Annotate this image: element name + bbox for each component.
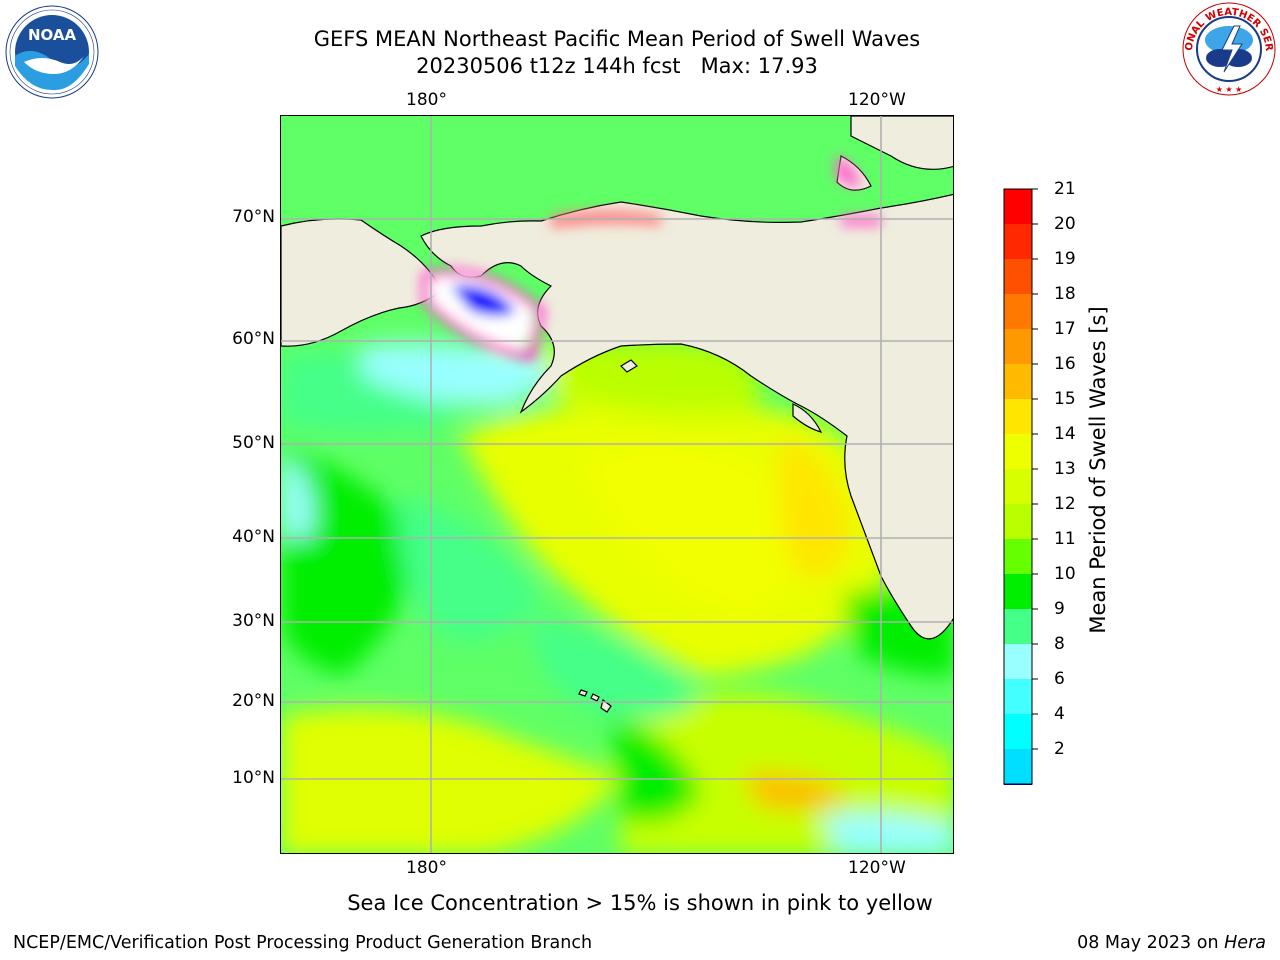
colorbar-segment [1004, 679, 1032, 714]
colorbar-segment [1004, 434, 1032, 469]
colorbar-segment [1004, 294, 1032, 329]
colorbar-tick-label: 19 [1054, 249, 1076, 269]
colorbar-tick-label: 2 [1054, 739, 1065, 759]
colorbar-tick-label: 6 [1054, 669, 1065, 689]
colorbar [1003, 188, 1038, 785]
lon-label-bottom-120w: 120°W [848, 858, 906, 878]
colorbar-segment [1004, 189, 1032, 224]
colorbar-segment [1004, 574, 1032, 609]
lat-label-60n: 60°N [232, 329, 275, 349]
nws-logo: NATIONAL WEATHER SERVICE ★ ★ ★ [1180, 0, 1276, 96]
colorbar-segment [1004, 469, 1032, 504]
lat-label-10n: 10°N [232, 768, 275, 788]
swell-period-map [280, 115, 954, 854]
colorbar-segment [1004, 259, 1032, 294]
colorbar-segment [1004, 714, 1032, 749]
noaa-logo: NOAA [5, 5, 99, 99]
lat-label-20n: 20°N [232, 691, 275, 711]
lon-label-top-120w: 120°W [848, 90, 906, 110]
colorbar-tick-label: 8 [1054, 634, 1065, 654]
colorbar-segment [1004, 399, 1032, 434]
lon-label-bottom-180: 180° [406, 858, 447, 878]
colorbar-tick-label: 16 [1054, 354, 1076, 374]
colorbar-tick-label: 11 [1054, 529, 1076, 549]
colorbar-tick-label: 13 [1054, 459, 1076, 479]
lat-label-40n: 40°N [232, 527, 275, 547]
colorbar-segment [1004, 329, 1032, 364]
colorbar-tick-label: 14 [1054, 424, 1076, 444]
svg-text:★ ★ ★: ★ ★ ★ [1216, 85, 1243, 94]
colorbar-segment [1004, 539, 1032, 574]
lat-label-50n: 50°N [232, 433, 275, 453]
colorbar-tick-label: 4 [1054, 704, 1065, 724]
lon-label-top-180: 180° [406, 90, 447, 110]
colorbar-tick-label: 21 [1054, 179, 1076, 199]
colorbar-segment [1004, 749, 1032, 784]
colorbar-segment [1004, 364, 1032, 399]
lat-label-30n: 30°N [232, 611, 275, 631]
colorbar-segment [1004, 224, 1032, 259]
map-canvas [281, 116, 953, 853]
colorbar-segment [1004, 504, 1032, 539]
colorbar-tick-label: 17 [1054, 319, 1076, 339]
footer-date: 08 May 2023 on Hera [1077, 933, 1266, 953]
colorbar-tick-label: 18 [1054, 284, 1076, 304]
colorbar-tick-label: 15 [1054, 389, 1076, 409]
colorbar-segment [1004, 644, 1032, 679]
colorbar-tick-label: 20 [1054, 214, 1076, 234]
sea-ice-note: Sea Ice Concentration > 15% is shown in … [347, 891, 933, 915]
colorbar-tick-label: 9 [1054, 599, 1065, 619]
footer-machine: Hera [1224, 933, 1266, 953]
colorbar-extend-triangle [1003, 783, 1033, 785]
colorbar-tick-label: 12 [1054, 494, 1076, 514]
colorbar-title: Mean Period of Swell Waves [s] [1086, 306, 1110, 634]
svg-text:NOAA: NOAA [28, 26, 77, 44]
colorbar-tick-label: 10 [1054, 564, 1076, 584]
chart-title: GEFS MEAN Northeast Pacific Mean Period … [313, 27, 921, 78]
footer-credit: NCEP/EMC/Verification Post Processing Pr… [13, 933, 593, 953]
colorbar-segment [1004, 609, 1032, 644]
lat-label-70n: 70°N [232, 207, 275, 227]
